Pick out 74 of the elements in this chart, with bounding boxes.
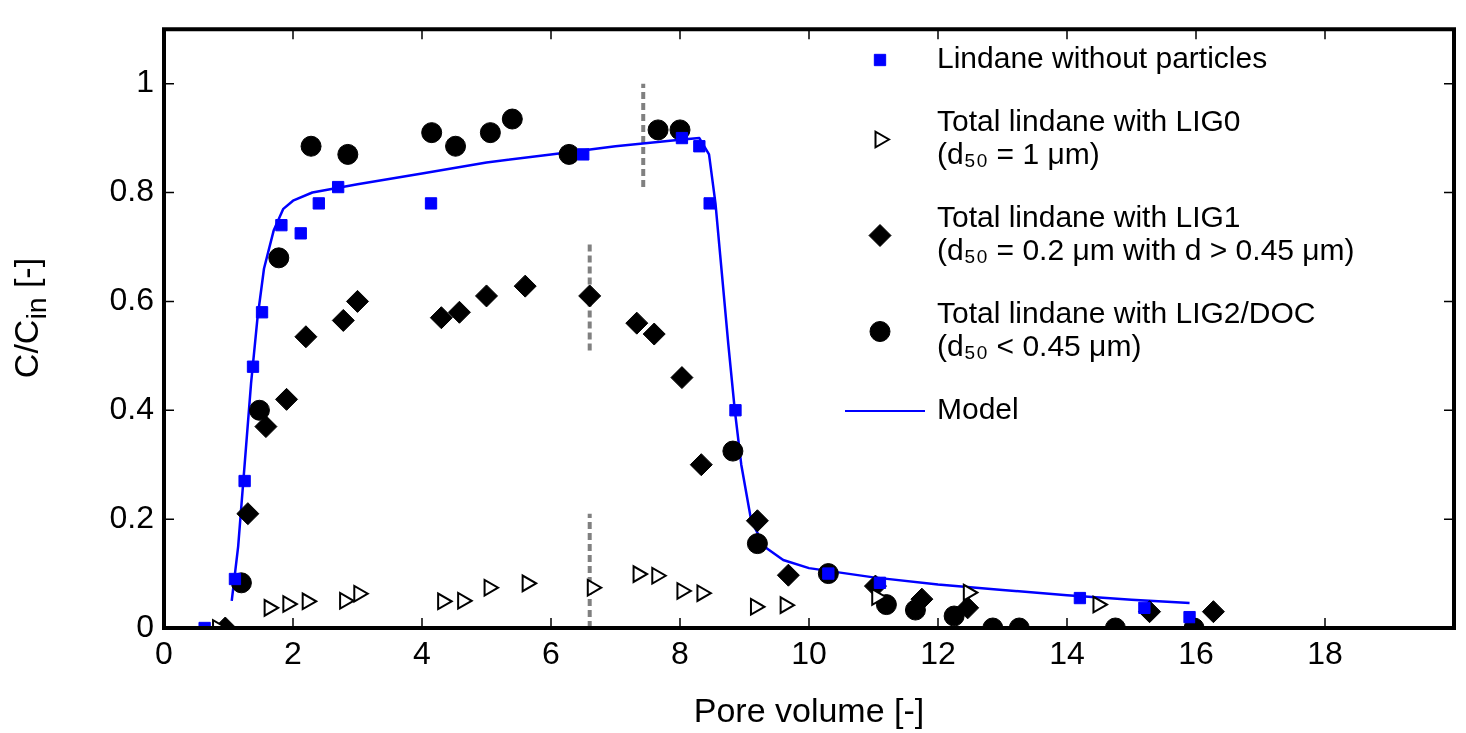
point <box>962 583 979 602</box>
point <box>577 148 590 161</box>
legend-label: Total lindane with LIG2/DOC (d₅₀ < 0.45 μm) <box>937 296 1316 363</box>
point <box>578 284 602 308</box>
point <box>294 227 307 240</box>
point <box>445 135 467 157</box>
point <box>642 322 666 346</box>
point <box>696 584 712 602</box>
point <box>268 247 290 269</box>
point <box>246 360 260 373</box>
y-tick-label: 0.6 <box>109 281 154 318</box>
point <box>676 582 692 600</box>
point <box>254 415 278 439</box>
point <box>722 440 744 462</box>
x-axis-title: Pore volume [-] <box>693 690 925 729</box>
point <box>703 197 716 210</box>
point <box>294 325 318 349</box>
y-tick-label: 0.4 <box>109 390 154 427</box>
x-tick-label: 10 <box>791 635 827 672</box>
point <box>729 404 742 417</box>
point <box>255 306 269 319</box>
x-tick-label: 16 <box>1178 635 1214 672</box>
point <box>331 308 355 332</box>
point <box>475 284 498 308</box>
point <box>1183 610 1196 624</box>
x-tick-label: 8 <box>671 635 689 672</box>
point <box>312 197 325 210</box>
point <box>745 509 769 533</box>
point <box>746 533 768 555</box>
y-tick-label: 0.8 <box>109 172 154 209</box>
x-tick-label: 4 <box>413 635 431 672</box>
point <box>1201 600 1225 624</box>
point <box>421 122 443 144</box>
point <box>275 387 299 411</box>
point <box>479 122 501 144</box>
x-tick-label: 14 <box>1049 635 1085 672</box>
point <box>337 143 359 165</box>
y-tick-label: 1 <box>136 63 154 100</box>
x-tick-label: 18 <box>1307 635 1343 672</box>
point <box>513 274 537 298</box>
legend-label: Total lindane with LIG1 (d₅₀ = 0.2 μm with d > 0.45 μm) <box>937 200 1355 267</box>
legend-label: Model <box>937 392 1019 426</box>
y-tick-label: 0.2 <box>109 498 154 535</box>
point <box>647 119 669 141</box>
point <box>275 219 288 232</box>
point <box>236 502 260 526</box>
point <box>910 587 934 611</box>
point <box>776 563 800 587</box>
x-tick-label: 12 <box>920 635 956 672</box>
point <box>501 108 523 130</box>
x-tick-label: 6 <box>542 635 560 672</box>
point <box>300 135 322 157</box>
point <box>749 597 766 616</box>
point <box>625 311 649 335</box>
point <box>248 399 270 421</box>
y-tick-label: 0 <box>136 607 154 644</box>
legend-label: Lindane without particles <box>937 41 1268 75</box>
legend-label: Total lindane with LIG0 (d₅₀ = 1 μm) <box>937 104 1241 171</box>
point <box>429 306 453 330</box>
point <box>346 289 369 313</box>
point <box>943 605 965 627</box>
point <box>331 180 345 194</box>
point <box>675 131 689 145</box>
point <box>693 140 706 153</box>
x-tick-label: 2 <box>284 635 302 672</box>
point <box>447 300 471 324</box>
point <box>956 596 980 620</box>
point <box>558 143 580 165</box>
point <box>689 453 713 477</box>
point <box>670 366 694 390</box>
point <box>1092 595 1108 614</box>
point <box>238 474 251 488</box>
point <box>424 197 438 210</box>
point <box>1073 591 1087 605</box>
